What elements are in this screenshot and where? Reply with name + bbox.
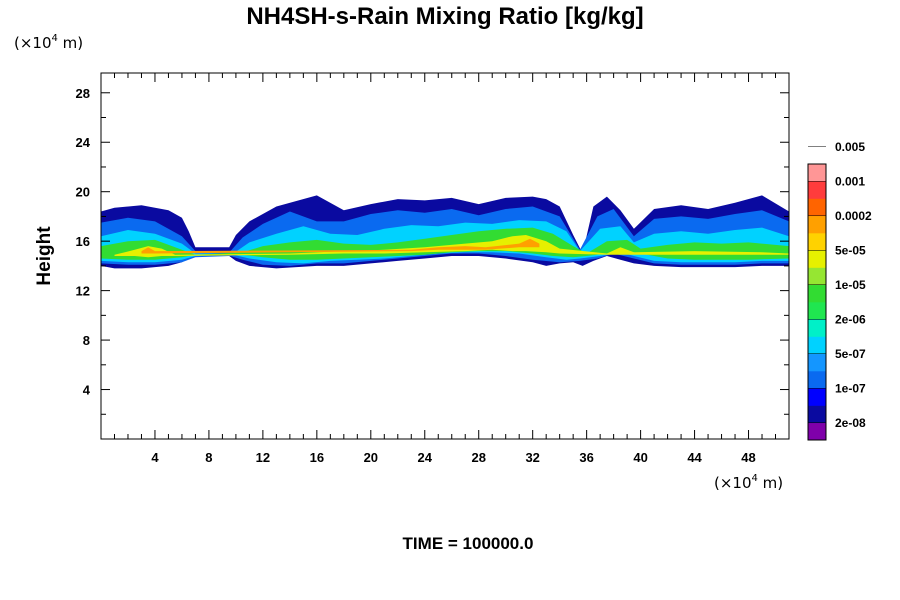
x-tick-label: 48 bbox=[741, 450, 755, 465]
x-tick-label: 8 bbox=[205, 450, 212, 465]
plot-frame bbox=[100, 72, 790, 440]
x-tick-label: 16 bbox=[310, 450, 324, 465]
y-tick-label: 12 bbox=[76, 284, 90, 299]
y-axis-unit: (×104 m) bbox=[14, 33, 83, 52]
colorbar-label: 0.0002 bbox=[835, 209, 872, 223]
y-tick-label: 28 bbox=[76, 86, 90, 101]
x-tick-label: 20 bbox=[364, 450, 378, 465]
contour-field bbox=[101, 195, 789, 269]
colorbar-swatch bbox=[808, 181, 826, 199]
colorbar-swatch bbox=[808, 284, 826, 303]
x-axis-unit-exp: 4 bbox=[752, 473, 758, 484]
x-tick-label: 24 bbox=[418, 450, 433, 465]
x-tick-label: 40 bbox=[633, 450, 647, 465]
colorbar-swatch bbox=[808, 302, 826, 320]
colorbar-label: 0.001 bbox=[835, 174, 865, 188]
y-axis-unit-exp: 4 bbox=[52, 33, 58, 44]
x-tick-label: 44 bbox=[687, 450, 702, 465]
colorbar-swatch bbox=[808, 336, 826, 355]
colorbar-swatch bbox=[808, 250, 826, 268]
x-tick-label: 28 bbox=[471, 450, 485, 465]
colorbar-frame bbox=[807, 163, 827, 441]
colorbar-swatch bbox=[808, 215, 826, 234]
chart-title: NH4SH-s-Rain Mixing Ratio [kg/kg] bbox=[246, 3, 643, 30]
y-tick-label: 4 bbox=[83, 383, 91, 398]
colorbar-swatch bbox=[808, 198, 826, 217]
x-axis-unit: (×104 m) bbox=[714, 473, 783, 492]
y-axis-unit-prefix: (×10 bbox=[14, 34, 52, 52]
colorbar-swatch bbox=[808, 405, 826, 424]
y-tick-label: 20 bbox=[76, 185, 90, 200]
colorbar-swatch bbox=[808, 233, 826, 251]
y-axis-unit-suffix: m) bbox=[58, 34, 83, 52]
x-axis-unit-prefix: (×10 bbox=[714, 474, 752, 492]
colorbar-label: 1e-05 bbox=[835, 278, 866, 292]
colorbar-swatch bbox=[808, 388, 826, 406]
colorbar-label: 2e-06 bbox=[835, 312, 866, 326]
colorbar-swatch bbox=[808, 353, 826, 372]
x-axis: 4 8 12 16 20 24 28 32 36 40 44 48 bbox=[113, 73, 777, 465]
x-tick-label: 36 bbox=[579, 450, 593, 465]
colorbar-swatch bbox=[808, 371, 826, 389]
colorbar-swatch bbox=[808, 164, 826, 182]
colorbar: 2e-08 1e-07 5e-07 2e-06 1e-05 5e-05 0.0002 0.00… bbox=[807, 140, 872, 441]
colorbar-swatch bbox=[808, 267, 826, 286]
y-tick-label: 24 bbox=[76, 135, 91, 150]
time-label: TIME = 100000.0 bbox=[403, 534, 534, 553]
colorbar-swatch bbox=[808, 319, 826, 337]
colorbar-label: 1e-07 bbox=[835, 381, 866, 395]
colorbar-label: 0.005 bbox=[835, 140, 865, 154]
colorbar-label: 5e-05 bbox=[835, 243, 866, 257]
colorbar-label: 5e-07 bbox=[835, 347, 866, 361]
contour-layer-yellow bbox=[114, 235, 789, 258]
x-tick-label: 12 bbox=[256, 450, 270, 465]
y-tick-label: 8 bbox=[83, 333, 90, 348]
x-axis-unit-suffix: m) bbox=[758, 474, 783, 492]
x-tick-label: 32 bbox=[525, 450, 539, 465]
colorbar-label: 2e-08 bbox=[835, 416, 866, 430]
colorbar-swatch bbox=[808, 422, 826, 441]
contour-layer-orange bbox=[141, 238, 540, 254]
y-axis-label: Height bbox=[34, 226, 55, 286]
y-tick-label: 16 bbox=[76, 234, 90, 249]
y-axis: 4 8 12 16 20 24 28 bbox=[76, 86, 789, 415]
x-tick-label: 4 bbox=[151, 450, 159, 465]
